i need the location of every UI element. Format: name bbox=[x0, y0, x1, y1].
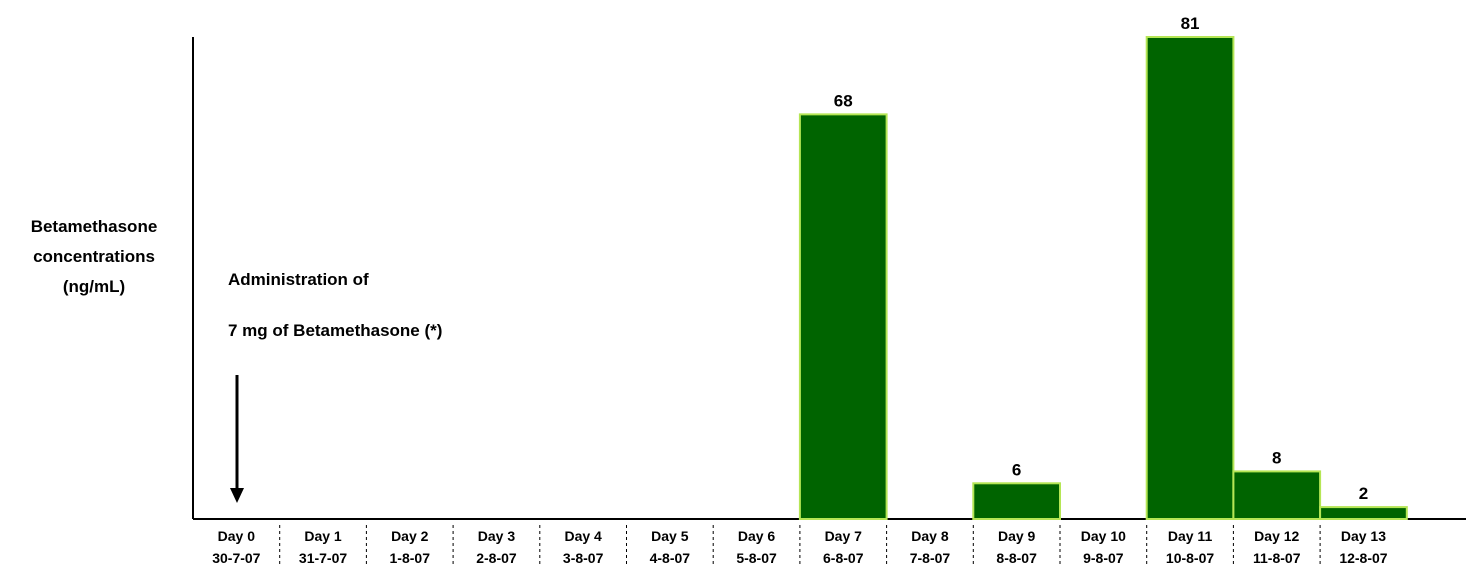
x-tick-label-day: Day 3 bbox=[478, 528, 516, 544]
x-tick-label-date: 30-7-07 bbox=[212, 550, 260, 566]
annotation-line-1: Administration of bbox=[228, 270, 369, 289]
x-tick-label-date: 8-8-07 bbox=[996, 550, 1037, 566]
x-tick-label-date: 12-8-07 bbox=[1339, 550, 1387, 566]
x-tick-label-date: 1-8-07 bbox=[390, 550, 431, 566]
y-axis-label-line-2: concentrations bbox=[33, 247, 155, 266]
x-tick-label-day: Day 4 bbox=[564, 528, 602, 544]
x-tick-label-day: Day 7 bbox=[825, 528, 863, 544]
x-tick-label-day: Day 5 bbox=[651, 528, 689, 544]
x-tick-label-date: 9-8-07 bbox=[1083, 550, 1124, 566]
x-tick-label-day: Day 9 bbox=[998, 528, 1036, 544]
bar-day-11 bbox=[1145, 36, 1235, 520]
x-tick-label-day: Day 2 bbox=[391, 528, 429, 544]
x-tick-label-day: Day 6 bbox=[738, 528, 776, 544]
x-tick-label-date: 4-8-07 bbox=[650, 550, 691, 566]
value-label: 2 bbox=[1359, 484, 1368, 503]
annotation-line-2: 7 mg of Betamethasone (*) bbox=[228, 321, 443, 340]
administration-arrow-icon bbox=[230, 375, 244, 503]
x-tick-label-date: 6-8-07 bbox=[823, 550, 864, 566]
x-tick-label-date: 5-8-07 bbox=[736, 550, 777, 566]
bars-group bbox=[798, 36, 1408, 520]
x-tick-label-day: Day 11 bbox=[1168, 528, 1213, 544]
y-axis-label: Betamethasone concentrations (ng/mL) bbox=[0, 212, 188, 302]
x-tick-label-day: Day 1 bbox=[304, 528, 342, 544]
y-axis-label-line-3: (ng/mL) bbox=[62, 277, 126, 296]
value-labels-group: 68 6 81 8 2 bbox=[834, 14, 1368, 503]
bar-day-9 bbox=[972, 482, 1061, 520]
y-axis-label-line-1: Betamethasone bbox=[30, 217, 158, 236]
x-tick-label-day: Day 0 bbox=[218, 528, 256, 544]
x-tick-label-date: 31-7-07 bbox=[299, 550, 347, 566]
x-tick-label-day: Day 8 bbox=[911, 528, 949, 544]
bar-day-12 bbox=[1232, 470, 1322, 520]
bar-day-7 bbox=[798, 113, 888, 520]
x-tick-label-day: Day 10 bbox=[1081, 528, 1126, 544]
x-tick-label-day: Day 13 bbox=[1341, 528, 1386, 544]
bar-day-13 bbox=[1319, 506, 1408, 520]
x-tick-labels-group: Day 0 30-7-07 Day 1 31-7-07 Day 2 1-8-07 Day 3… bbox=[212, 525, 1388, 566]
value-label: 81 bbox=[1181, 14, 1200, 33]
x-tick-label-date: 7-8-07 bbox=[910, 550, 951, 566]
x-tick-label-date: 3-8-07 bbox=[563, 550, 604, 566]
value-label: 8 bbox=[1272, 448, 1281, 467]
value-label: 6 bbox=[1012, 460, 1021, 479]
x-tick-label-date: 2-8-07 bbox=[476, 550, 517, 566]
x-tick-label-day: Day 12 bbox=[1254, 528, 1299, 544]
x-tick-label-date: 11-8-07 bbox=[1253, 550, 1301, 566]
x-tick-label-date: 10-8-07 bbox=[1166, 550, 1214, 566]
value-label: 68 bbox=[834, 91, 853, 110]
